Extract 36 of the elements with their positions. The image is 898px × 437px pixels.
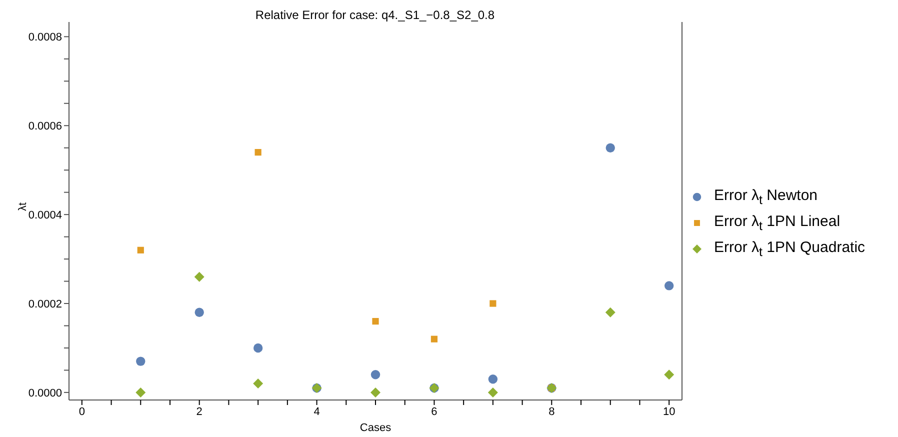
point	[664, 281, 674, 290]
y-tick-label: 0.0002	[28, 298, 62, 310]
point	[254, 149, 262, 156]
point	[605, 307, 616, 318]
point	[137, 246, 144, 254]
y-tick-label: 0.0000	[28, 387, 62, 400]
y-tick-label: 0.0008	[28, 32, 62, 44]
x-axis-title: Cases	[360, 422, 392, 434]
x-tick-label: 4	[314, 406, 320, 418]
point	[370, 370, 380, 380]
point	[606, 143, 615, 152]
x-tick-label: 6	[431, 406, 438, 418]
chart-title: Relative Error for case: q4._S1_−0.8_S2_0.8	[254, 8, 496, 22]
y-tick-label: 0.0004	[28, 209, 62, 222]
y-tick-label: 0.0006	[28, 120, 62, 133]
point	[370, 387, 380, 398]
legend-label: Error λ$_{t}$ 1PN Quadratic	[714, 238, 866, 258]
point	[253, 343, 263, 353]
point	[136, 387, 146, 398]
x-tick-label: 2	[196, 406, 202, 418]
y-axis-title: λt	[16, 202, 29, 211]
point	[490, 300, 496, 307]
point	[253, 378, 264, 389]
x-tick-label: 8	[548, 406, 555, 418]
x-tick-label: 10	[662, 406, 676, 418]
point	[372, 318, 379, 325]
legend-label: Error λ$_{t}$ 1PN Lineal	[714, 212, 840, 232]
point	[194, 308, 204, 317]
point	[488, 387, 498, 398]
point	[136, 356, 146, 366]
point	[430, 336, 438, 342]
point	[194, 272, 204, 282]
x-tick-label: 0	[78, 406, 85, 418]
point	[488, 374, 498, 384]
legend-label: Error λ$_{t}$ Newton	[714, 186, 818, 206]
point	[664, 370, 674, 380]
